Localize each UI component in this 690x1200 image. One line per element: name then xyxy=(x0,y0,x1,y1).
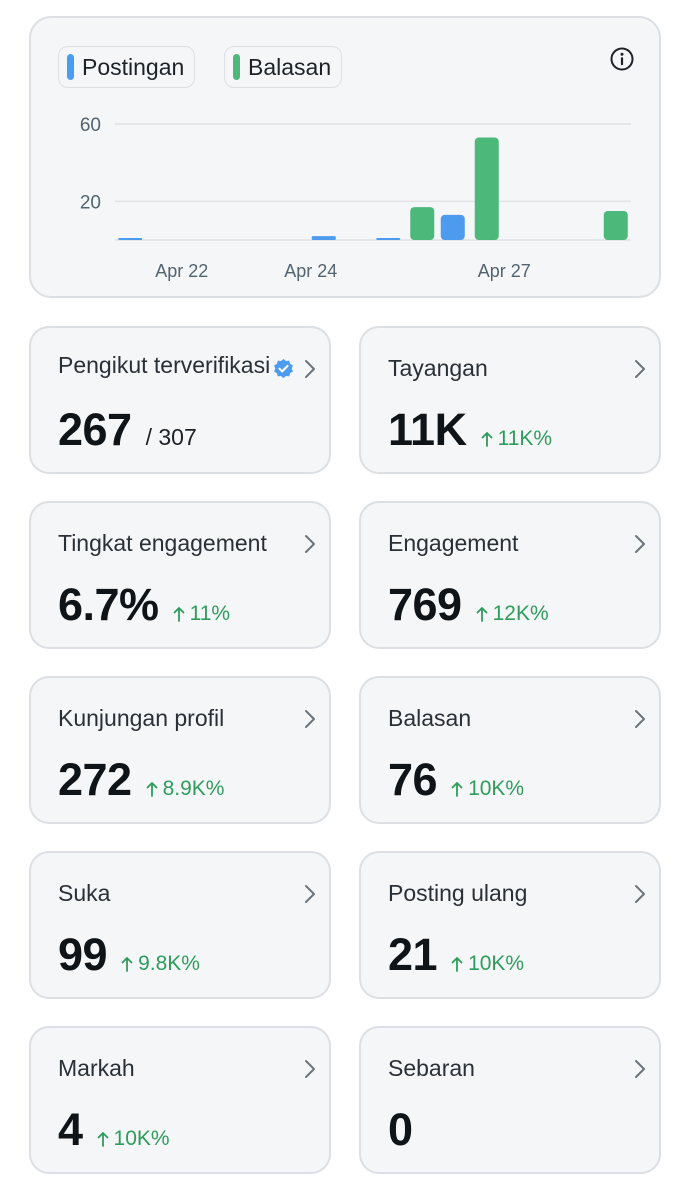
chevron-right-icon xyxy=(305,885,315,903)
stat-value-row: 11K 11K% xyxy=(388,404,552,456)
stat-value: 267 xyxy=(58,404,132,455)
arrow-up-icon xyxy=(173,607,184,622)
y-tick-label: 60 xyxy=(80,115,101,136)
stat-card[interactable]: Pengikut terverifikasi 267 / 307 xyxy=(29,326,331,474)
x-tick-label: Apr 24 xyxy=(284,261,337,281)
stat-change-value: 9.8K% xyxy=(138,952,200,975)
arrow-up-icon xyxy=(481,432,492,447)
stat-change: 10K% xyxy=(97,1127,170,1151)
bar-balasan[interactable] xyxy=(410,207,435,240)
info-icon[interactable] xyxy=(609,46,635,72)
verified-badge-icon xyxy=(274,358,293,379)
bar-postingan[interactable] xyxy=(311,236,336,240)
chevron-right-icon xyxy=(635,1060,645,1078)
stat-change-value: 11% xyxy=(189,602,231,625)
chevron-right-icon xyxy=(305,710,315,728)
stat-title: Markah xyxy=(58,1055,135,1081)
stat-card[interactable]: Sebaran 0 xyxy=(359,1026,661,1174)
stat-change-value: 10K% xyxy=(113,1127,170,1150)
legend-swatch-balasan xyxy=(233,54,240,80)
stat-value: 4 xyxy=(58,1104,83,1155)
stat-change-value: 10K% xyxy=(468,952,525,975)
stat-value: 99 xyxy=(58,929,108,980)
stat-change-value: 10K% xyxy=(468,777,525,800)
stat-value: 272 xyxy=(58,754,132,805)
stat-card[interactable]: Balasan 76 10K% xyxy=(359,676,661,824)
x-tick-label: Apr 27 xyxy=(478,261,531,281)
chevron-right-icon xyxy=(305,535,315,553)
stat-change: 11K% xyxy=(481,427,552,451)
stat-total: / 307 xyxy=(145,424,197,450)
stat-value-row: 99 9.8K% xyxy=(58,929,200,981)
bar-postingan[interactable] xyxy=(440,214,465,240)
engagement-chart-card: Postingan Balasan 20 60 Apr 22 Apr 24 Apr 27 xyxy=(29,16,661,298)
stat-change: 8.9K% xyxy=(146,777,225,801)
legend-label: Balasan xyxy=(248,53,332,80)
bar-postingan[interactable] xyxy=(118,238,143,240)
arrow-up-icon xyxy=(476,607,487,622)
stat-value: 11K xyxy=(388,404,467,455)
legend-swatch-postingan xyxy=(67,54,74,80)
chevron-right-icon xyxy=(305,1060,315,1078)
stat-change-value: 12K% xyxy=(492,602,549,625)
arrow-up-icon xyxy=(121,957,133,972)
stat-card[interactable]: Tingkat engagement 6.7% 11% xyxy=(29,501,331,649)
stat-title: Kunjungan profil xyxy=(58,705,225,731)
stat-title: Pengikut terverifikasi xyxy=(58,352,271,378)
x-tick-label: Apr 22 xyxy=(155,261,208,281)
stat-value-row: 21 10K% xyxy=(388,929,524,981)
arrow-up-icon xyxy=(451,782,463,797)
y-tick-label: 20 xyxy=(80,192,101,213)
stat-card[interactable]: Engagement 769 12K% xyxy=(359,501,661,649)
chevron-right-icon xyxy=(635,360,645,378)
bar-chart: 20 60 Apr 22 Apr 24 Apr 27 xyxy=(80,115,631,281)
stat-title: Balasan xyxy=(388,705,472,731)
chevron-right-icon xyxy=(635,535,645,553)
arrow-up-icon xyxy=(146,782,157,797)
chevron-right-icon xyxy=(635,710,645,728)
stat-change-value: 11K% xyxy=(497,427,553,450)
stat-card[interactable]: Posting ulang 21 10K% xyxy=(359,851,661,999)
stat-change-value: 8.9K% xyxy=(162,777,225,800)
stat-card[interactable]: Kunjungan profil 272 8.9K% xyxy=(29,676,331,824)
stat-value-row: 267 / 307 xyxy=(58,404,197,456)
stat-value: 76 xyxy=(388,754,438,805)
stat-title: Engagement xyxy=(388,530,519,556)
stat-value: 0 xyxy=(388,1104,413,1155)
stat-value: 6.7% xyxy=(58,579,159,630)
bar-balasan[interactable] xyxy=(603,211,628,240)
stat-title: Posting ulang xyxy=(388,880,528,906)
stat-value: 769 xyxy=(388,579,462,630)
legend-item-postingan[interactable]: Postingan xyxy=(58,46,196,88)
stat-card[interactable]: Suka 99 9.8K% xyxy=(29,851,331,999)
stat-value-row: 6.7% 11% xyxy=(58,579,230,631)
legend-item-balasan[interactable]: Balasan xyxy=(224,46,343,88)
chevron-right-icon xyxy=(305,360,315,378)
bar-postingan[interactable] xyxy=(376,238,401,240)
stat-change: 10K% xyxy=(451,952,524,976)
arrow-up-icon xyxy=(97,1132,108,1147)
stat-value: 21 xyxy=(388,929,438,980)
stat-value-row: 272 8.9K% xyxy=(58,754,224,806)
bar-balasan[interactable] xyxy=(474,137,499,240)
stat-value-row: 769 12K% xyxy=(388,579,549,631)
stat-title: Sebaran xyxy=(388,1055,475,1081)
stat-title: Tayangan xyxy=(388,355,488,381)
chevron-right-icon xyxy=(635,885,645,903)
stat-value-row: 76 10K% xyxy=(388,754,524,806)
stat-change: 9.8K% xyxy=(121,952,200,976)
stat-change: 11% xyxy=(173,602,230,626)
stat-change: 10K% xyxy=(451,777,524,801)
stat-value-row: 0 xyxy=(388,1104,413,1156)
stat-title: Tingkat engagement xyxy=(58,530,267,556)
stat-card[interactable]: Tayangan 11K 11K% xyxy=(359,326,661,474)
stat-value-row: 4 10K% xyxy=(58,1104,170,1156)
legend-label: Postingan xyxy=(82,53,185,80)
stat-change: 12K% xyxy=(476,602,549,626)
stat-card[interactable]: Markah 4 10K% xyxy=(29,1026,331,1174)
stat-title: Suka xyxy=(58,880,111,906)
arrow-up-icon xyxy=(451,957,463,972)
